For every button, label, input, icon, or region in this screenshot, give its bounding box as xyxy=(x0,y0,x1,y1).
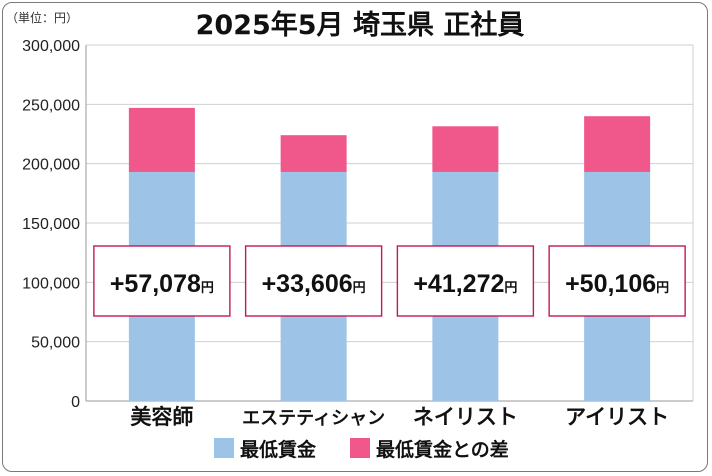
legend: 最低賃金 最低賃金との差 xyxy=(214,438,509,461)
callout-box xyxy=(244,245,383,317)
difference-label: +50,106円 xyxy=(565,270,669,298)
difference-label: +33,606円 xyxy=(262,270,366,298)
x-tick-label: エステティシャン xyxy=(242,408,385,428)
x-tick-label: 美容師 xyxy=(130,405,193,429)
difference-label: +57,078円 xyxy=(110,270,214,298)
y-tick-label: 150,000 xyxy=(22,216,80,233)
legend-swatch xyxy=(350,438,370,458)
unit-label: （単位：円） xyxy=(6,10,78,25)
callout-box xyxy=(93,245,231,317)
difference-callout: +33,606円 xyxy=(244,245,383,317)
difference-callouts: +57,078円 +33,606円 +41,272円 +50,106円 xyxy=(93,245,686,317)
y-tick-label: 0 xyxy=(71,394,80,411)
legend-label: 最低賃金 xyxy=(240,438,317,461)
bar-wage-difference xyxy=(280,135,347,172)
difference-callout: +50,106円 xyxy=(548,245,686,317)
y-tick-label: 100,000 xyxy=(22,275,80,292)
x-tick-label: ネイリスト xyxy=(413,406,518,429)
callout-box xyxy=(396,245,535,317)
y-tick-label: 300,000 xyxy=(22,38,80,55)
difference-callout: +57,078円 xyxy=(93,245,231,317)
x-axis-labels: 美容師 エステティシャン ネイリスト アイリスト xyxy=(130,405,669,429)
x-tick-label: アイリスト xyxy=(565,406,669,429)
legend-label: 最低賃金との差 xyxy=(376,438,509,461)
difference-label: +41,272円 xyxy=(413,270,517,298)
bar-wage-difference xyxy=(128,107,195,172)
difference-callout: +41,272円 xyxy=(396,245,535,317)
y-tick-label: 200,000 xyxy=(22,157,80,174)
callout-box xyxy=(548,245,686,317)
bar-wage-difference xyxy=(584,116,651,172)
legend-swatch xyxy=(214,438,234,458)
y-axis-ticks: 0 50,000 100,000 150,000 200,000 250,000 300,0… xyxy=(22,38,80,411)
y-tick-label: 250,000 xyxy=(22,97,80,114)
y-tick-label: 50,000 xyxy=(31,335,80,352)
chart-title: 2025年5月 埼玉県 正社員 xyxy=(196,9,525,41)
bar-wage-difference xyxy=(432,126,499,172)
